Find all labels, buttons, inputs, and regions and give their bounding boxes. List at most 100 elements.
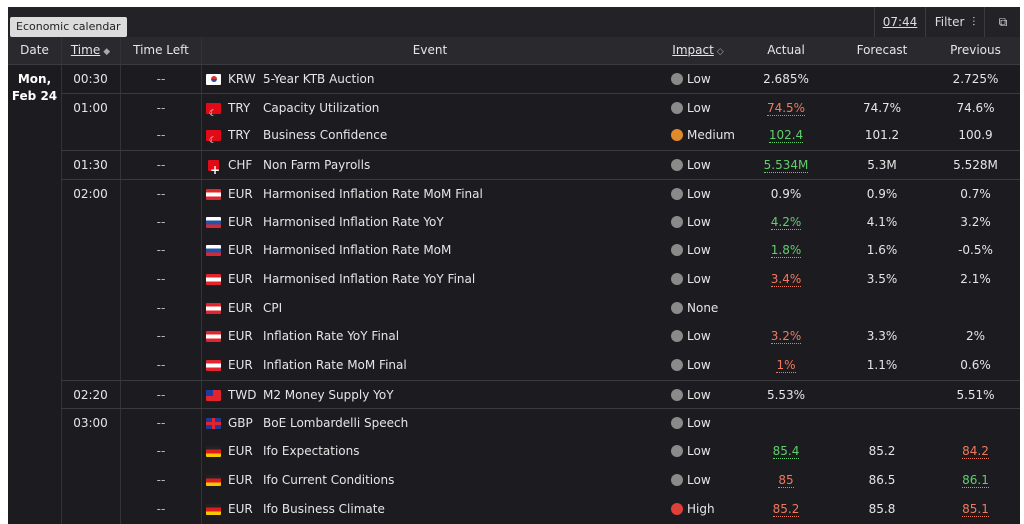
event-name[interactable]: Inflation Rate YoY Final: [263, 329, 400, 344]
actual-value: 3.4%: [770, 271, 802, 287]
event-name[interactable]: Harmonised Inflation Rate YoY: [263, 214, 444, 229]
table-row[interactable]: -- EUR Ifo Expectations Low 85.4 85.2 84.2: [61, 437, 1020, 466]
event-name[interactable]: Inflation Rate MoM Final: [263, 358, 407, 372]
event-time: [61, 294, 120, 323]
external-link-icon[interactable]: ⧉: [984, 7, 1020, 37]
event-time: 02:00: [73, 186, 108, 201]
event-name[interactable]: Ifo Business Climate: [263, 501, 385, 516]
event-time: 01:30: [73, 158, 108, 173]
time-left: --: [156, 100, 166, 115]
impact-label: Low: [687, 358, 711, 372]
table-row[interactable]: 02:20 -- TWD M2 Money Supply YoY Low 5.53% 5.5…: [61, 379, 1020, 410]
time-left: --: [156, 128, 166, 143]
previous-cell: 0.6%: [931, 351, 1020, 380]
time-left: --: [156, 416, 166, 431]
table-row[interactable]: -- EUR Ifo Current Conditions Low 85 86.5 86.1: [61, 466, 1020, 495]
header-time-label: Time: [70, 43, 101, 57]
economic-calendar-panel: Economic calendar 07:44 Filter ⫶ ⧉ Date …: [8, 7, 1020, 524]
currency-code: TWD: [228, 387, 257, 402]
currency-code: EUR: [228, 243, 253, 258]
flag-icon: [206, 74, 221, 85]
header-actual: Actual: [767, 43, 805, 57]
header-time-left: Time Left: [133, 43, 189, 57]
impact-label: Low: [687, 329, 711, 344]
impact-label: Low: [687, 186, 711, 201]
time-left: --: [156, 329, 166, 344]
table-row[interactable]: -- EUR Inflation Rate YoY Final Low 3.2% 3.3%…: [61, 322, 1020, 351]
table-row[interactable]: 00:30 -- KRW 5-Year KTB Auction Low 2.685% 2.7…: [61, 64, 1020, 94]
event-name[interactable]: Harmonised Inflation Rate MoM Final: [263, 186, 483, 201]
filter-button[interactable]: Filter ⫶: [925, 7, 984, 37]
time-left: --: [156, 72, 166, 86]
event-name[interactable]: 5-Year KTB Auction: [263, 72, 375, 86]
table-row[interactable]: 01:00 -- TRY Capacity Utilization Low 74.5% 74…: [61, 92, 1020, 129]
header-time[interactable]: Time ◆: [61, 37, 120, 64]
currency-code: EUR: [228, 300, 253, 315]
table-row[interactable]: -- EUR Ifo Business Climate High 85.2 85.8 85.…: [61, 495, 1020, 524]
impact-icon: [671, 502, 683, 515]
event-name[interactable]: Capacity Utilization: [263, 100, 380, 115]
event-name[interactable]: Ifo Current Conditions: [263, 472, 395, 487]
impact-label: Low: [687, 243, 711, 258]
currency-code: EUR: [228, 501, 253, 516]
flag-icon: [208, 156, 220, 185]
event-name[interactable]: Non Farm Payrolls: [263, 158, 371, 173]
table-row[interactable]: -- EUR Harmonised Inflation Rate MoM Low 1.8…: [61, 236, 1020, 265]
table-row[interactable]: -- EUR CPI None: [61, 294, 1020, 323]
previous-value: 74.6%: [956, 100, 995, 115]
event-name[interactable]: Harmonised Inflation Rate MoM: [263, 243, 452, 258]
currency-code: EUR: [228, 186, 253, 201]
event-name[interactable]: Business Confidence: [263, 128, 388, 143]
currency-code: EUR: [228, 271, 253, 286]
table-row[interactable]: -- TRY Business Confidence Medium 102.4 101.2…: [61, 121, 1020, 156]
previous-cell: 74.6%: [931, 94, 1020, 123]
previous-cell: 86.1: [931, 466, 1020, 495]
impact-cell: Low: [671, 65, 711, 94]
date-day: Mon,: [17, 72, 52, 86]
clock-time-button[interactable]: 07:44: [874, 7, 925, 37]
table-row[interactable]: 03:00 -- GBP BoE Lombardelli Speech Low: [61, 408, 1020, 438]
header-impact[interactable]: Impact ◇: [659, 37, 737, 64]
forecast-value: 85.2: [868, 444, 896, 459]
time-left: --: [156, 300, 166, 315]
previous-cell: 3.2%: [931, 208, 1020, 237]
impact-icon: [671, 73, 683, 85]
event-name[interactable]: BoE Lombardelli Speech: [263, 416, 409, 431]
table-row[interactable]: 01:30 -- CHF Non Farm Payrolls Low 5.534M 5.3M…: [61, 150, 1020, 185]
date-date: Feb 24: [11, 89, 58, 103]
time-left: --: [156, 271, 166, 286]
impact-cell: Low: [671, 151, 711, 180]
table-row[interactable]: -- EUR Inflation Rate MoM Final Low 1% 1.1% 0.…: [61, 351, 1020, 380]
actual-cell: 5.534M: [738, 151, 834, 180]
previous-cell: 0.7%: [931, 180, 1020, 209]
previous-value: 100.9: [958, 128, 993, 143]
previous-cell: 100.9: [931, 121, 1020, 150]
flag-icon: [206, 127, 221, 156]
event-name[interactable]: CPI: [263, 300, 283, 315]
event-name[interactable]: M2 Money Supply YoY: [263, 387, 394, 402]
impact-icon: [671, 159, 683, 172]
table-row[interactable]: -- EUR Harmonised Inflation Rate YoY Low 4.2…: [61, 208, 1020, 237]
event-time: [61, 495, 120, 524]
flag-icon: [206, 100, 221, 129]
table-row[interactable]: 02:00 -- EUR Harmonised Inflation Rate MoM …: [61, 178, 1020, 209]
previous-value: 3.2%: [960, 214, 991, 229]
event-name[interactable]: Harmonised Inflation Rate YoY Final: [263, 271, 476, 286]
impact-icon: [671, 301, 683, 314]
impact-icon: [671, 473, 683, 486]
impact-icon: [671, 388, 683, 401]
forecast-value: 101.2: [864, 128, 900, 143]
time-left: --: [156, 243, 166, 258]
table-header: Date Time ◆ Time Left Event Impact ◇ Actua…: [8, 37, 1020, 65]
impact-icon: [671, 101, 683, 114]
previous-cell: 2.1%: [931, 265, 1020, 294]
forecast-value: 4.1%: [866, 214, 898, 229]
previous-value: 5.51%: [956, 387, 995, 402]
event-name[interactable]: Ifo Expectations: [263, 444, 360, 459]
currency-code: EUR: [228, 329, 253, 344]
previous-cell: [931, 294, 1020, 323]
table-row[interactable]: -- EUR Harmonised Inflation Rate YoY Final…: [61, 265, 1020, 294]
currency-code: CHF: [228, 158, 253, 173]
flag-icon: [206, 188, 221, 200]
actual-cell: 1%: [738, 351, 834, 380]
